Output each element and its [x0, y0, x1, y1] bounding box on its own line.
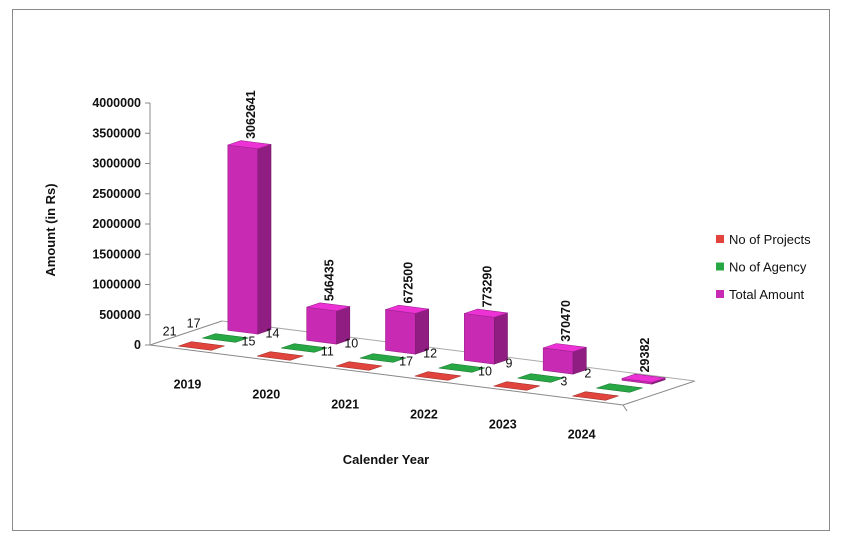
bar-tile [359, 353, 407, 363]
bar-side-face [257, 143, 272, 335]
y-tick-label: 1000000 [92, 278, 141, 292]
bar-tile [572, 391, 619, 401]
floor-back-edge [221, 320, 696, 382]
data-label: 3 [560, 375, 567, 389]
bar-front-face [463, 313, 495, 365]
legend-swatch [716, 235, 724, 243]
bar-tile [493, 381, 540, 391]
y-tick-label: 2500000 [92, 187, 141, 201]
bar-total-amount: 29382 [621, 338, 666, 385]
bar-tile [202, 333, 249, 343]
data-label: 15 [242, 335, 256, 349]
x-tick-label: 2024 [568, 428, 596, 442]
bar-top-face [227, 140, 272, 150]
data-label: 672500 [402, 262, 416, 304]
y-tick-label: 0 [134, 338, 141, 352]
bar-top-face [464, 308, 508, 318]
bar-no-of-projects: 3 [560, 375, 619, 401]
x-tick-label: 2022 [410, 408, 438, 422]
data-label: 546435 [323, 259, 337, 301]
data-label: 773290 [480, 266, 494, 308]
bar-total-amount: 3062641 [227, 90, 272, 335]
y-tick-label: 2000000 [92, 217, 141, 231]
bar-front-face [227, 144, 259, 335]
bar-tile [257, 351, 304, 361]
bar-tile [335, 361, 383, 371]
legend-label: No of Agency [729, 260, 807, 275]
bar-tile [517, 373, 564, 383]
floor-corner-tick [622, 404, 628, 412]
data-label: 370470 [559, 300, 573, 342]
data-label: 3062641 [244, 90, 258, 139]
bar-total-amount: 370470 [542, 300, 587, 375]
legend-label: No of Projects [729, 232, 811, 247]
bar-top-face [385, 304, 429, 314]
legend: No of Projects No of Agency Total Amount [716, 232, 811, 302]
bar-no-of-projects: 17 [399, 355, 462, 381]
data-label: 14 [266, 327, 280, 341]
bar-top-face [621, 373, 666, 383]
chart-floor [149, 320, 696, 412]
data-label: 9 [506, 357, 513, 371]
data-label: 10 [344, 337, 358, 351]
chart-frame [12, 9, 830, 531]
y-tick-label: 3000000 [92, 157, 141, 171]
bar-tile [414, 371, 462, 381]
bar-front-face [306, 306, 337, 345]
bar-tile [281, 343, 328, 353]
bar-total-amount: 773290 [463, 266, 508, 365]
data-label: 21 [163, 325, 177, 339]
bar-no-of-agency: 12 [423, 347, 486, 373]
data-label: 29382 [638, 338, 652, 373]
bar-no-of-projects: 15 [242, 335, 304, 361]
data-label: 17 [399, 355, 413, 369]
bar-total-amount: 546435 [306, 259, 351, 345]
floor-edge [149, 320, 696, 406]
bar-total-amount: 672500 [385, 262, 430, 355]
bar-no-of-projects: 21 [163, 325, 225, 351]
data-label: 10 [478, 365, 492, 379]
bar-no-of-agency: 14 [266, 327, 328, 353]
y-tick-label: 3500000 [92, 126, 141, 140]
legend-swatch [716, 290, 724, 298]
bar-no-of-agency: 2 [584, 367, 643, 393]
y-tick-label: 4000000 [92, 96, 141, 110]
bar-top-face [306, 302, 350, 312]
x-tick-label: 2019 [174, 378, 202, 392]
bar-no-of-agency: 10 [344, 337, 407, 363]
data-label: 2 [584, 367, 591, 381]
x-tick-label: 2021 [331, 398, 359, 412]
x-axis: 2019 2020 2021 2022 2023 2024 [174, 378, 596, 442]
x-tick-label: 2023 [489, 418, 517, 432]
bar-no-of-agency: 9 [506, 357, 564, 383]
data-label: 17 [187, 317, 201, 331]
bar-no-of-projects: 10 [478, 365, 540, 391]
y-tick-label: 1500000 [92, 247, 141, 261]
bar-tile [438, 363, 486, 373]
bars: 3062641 546435 672500 773290 370470 29382 17 14… [163, 90, 666, 401]
bar-no-of-agency: 17 [187, 317, 249, 343]
legend-label: Total Amount [729, 287, 805, 302]
legend-swatch [716, 262, 724, 271]
bar-no-of-projects: 11 [321, 345, 383, 371]
y-axis-title: Amount (in Rs) [43, 183, 58, 276]
x-axis-title: Calender Year [343, 452, 429, 467]
bar-tile [178, 341, 225, 351]
y-tick-label: 500000 [99, 308, 141, 322]
bar-top-face [543, 343, 587, 353]
y-axis: 0 500000 1000000 1500000 2000000 2500000 30000… [92, 96, 151, 352]
x-tick-label: 2020 [252, 388, 280, 402]
bar-front-face [385, 309, 416, 355]
data-label: 12 [423, 347, 437, 361]
data-label: 11 [321, 345, 334, 359]
bar-front-face [542, 347, 574, 375]
bar-tile [596, 383, 643, 393]
